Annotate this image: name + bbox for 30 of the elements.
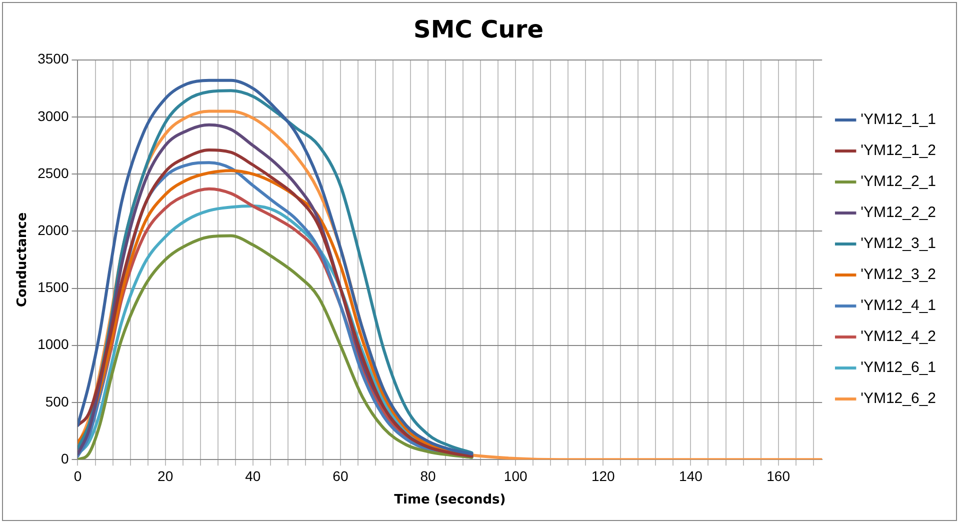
legend-label: 'YM12_1_2	[860, 142, 936, 160]
legend-label: 'YM12_4_2	[860, 328, 936, 346]
y-axis-title: Conductance	[15, 212, 30, 308]
y-tick-label: 1000	[38, 336, 69, 352]
y-tick-label: 2000	[38, 222, 69, 238]
y-tick-label: 3000	[38, 108, 69, 124]
legend-label: 'YM12_1_1	[860, 111, 936, 128]
legend-label: 'YM12_3_1	[860, 235, 936, 252]
y-tick-label: 3500	[38, 50, 69, 67]
legend-label: 'YM12_6_2	[860, 390, 936, 408]
legend-label: 'YM12_2_2	[860, 204, 936, 222]
x-tick-label: 140	[679, 468, 703, 484]
x-tick-label: 100	[504, 468, 528, 484]
y-tick-label: 500	[45, 393, 69, 410]
y-tick-label: 0	[60, 450, 69, 466]
x-tick-label: 20	[158, 468, 174, 484]
legend-label: 'YM12_2_1	[860, 173, 936, 190]
chart-title: SMC Cure	[414, 16, 544, 44]
legend-label: 'YM12_6_1	[860, 359, 936, 376]
x-tick-label: 160	[766, 468, 790, 484]
x-axis-title: Time (seconds)	[394, 492, 506, 508]
legend-label: 'YM12_4_1	[860, 297, 936, 314]
x-tick-label: 120	[591, 468, 616, 484]
x-tick-label: 60	[332, 468, 348, 484]
legend-label: 'YM12_3_2	[860, 266, 936, 284]
x-tick-label: 0	[74, 468, 82, 484]
y-tick-label: 2500	[38, 164, 69, 181]
x-tick-label: 40	[245, 468, 261, 484]
x-tick-label: 80	[420, 468, 436, 484]
y-tick-label: 1500	[38, 279, 69, 296]
